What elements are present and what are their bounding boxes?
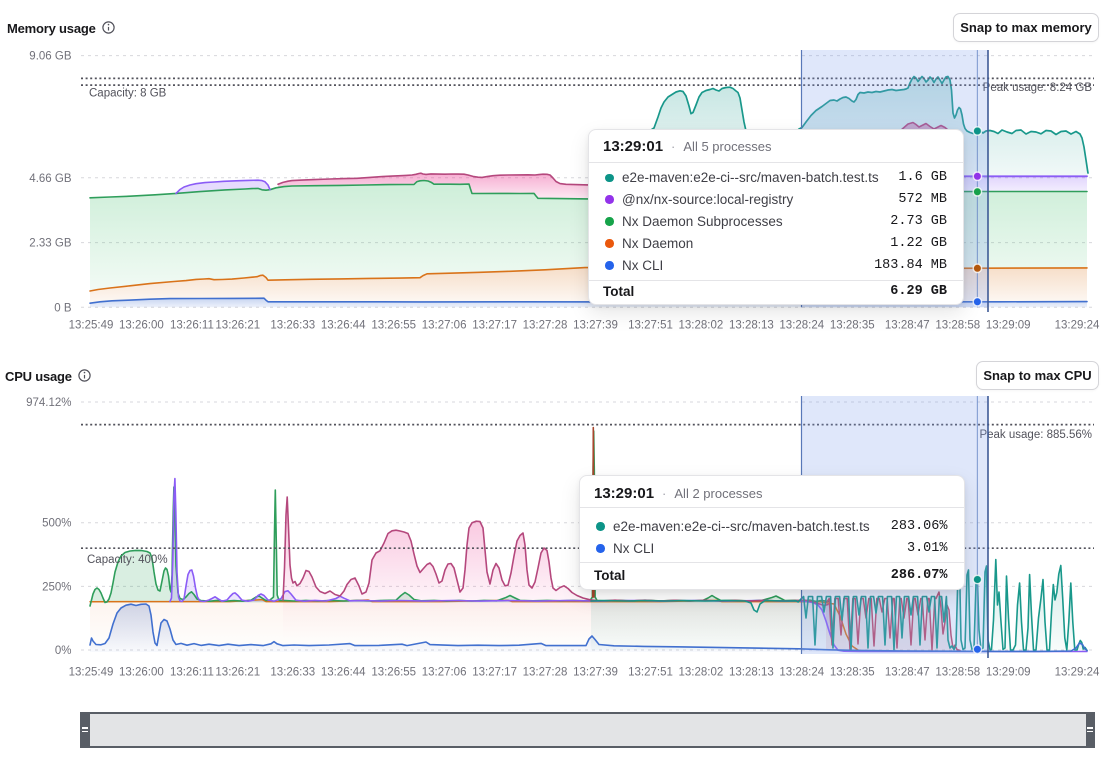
svg-text:13:28:13: 13:28:13 [729,667,774,679]
svg-text:13:26:44: 13:26:44 [321,667,366,679]
svg-text:13:26:11: 13:26:11 [170,320,214,332]
svg-text:13:29:24: 13:29:24 [1055,667,1100,679]
svg-text:13:28:47: 13:28:47 [885,667,930,679]
svg-text:974.12%: 974.12% [26,397,71,409]
svg-text:Peak usage: 885.56%: Peak usage: 885.56% [979,429,1092,441]
svg-text:13:29:09: 13:29:09 [986,320,1031,332]
svg-text:13:28:35: 13:28:35 [830,320,875,332]
svg-text:13:28:47: 13:28:47 [885,320,930,332]
svg-text:13:27:06: 13:27:06 [422,667,467,679]
svg-text:13:27:28: 13:27:28 [523,320,568,332]
svg-text:13:27:39: 13:27:39 [573,320,618,332]
svg-text:13:26:33: 13:26:33 [270,320,315,332]
svg-text:13:25:49: 13:25:49 [69,667,114,679]
svg-text:13:29:09: 13:29:09 [986,667,1031,679]
svg-text:13:26:21: 13:26:21 [215,667,260,679]
svg-text:4.66 GB: 4.66 GB [29,173,72,185]
svg-text:13:28:02: 13:28:02 [679,320,724,332]
svg-text:250%: 250% [42,581,71,593]
svg-text:0%: 0% [55,645,72,657]
svg-text:13:27:17: 13:27:17 [472,667,517,679]
svg-text:13:28:24: 13:28:24 [779,320,824,332]
svg-text:13:25:49: 13:25:49 [69,320,114,332]
svg-text:13:26:00: 13:26:00 [119,667,164,679]
svg-text:13:26:44: 13:26:44 [321,320,366,332]
svg-text:13:29:24: 13:29:24 [1055,320,1100,332]
svg-text:13:27:39: 13:27:39 [573,667,618,679]
svg-text:13:26:55: 13:26:55 [371,667,416,679]
svg-text:13:28:58: 13:28:58 [935,320,980,332]
svg-text:Capacity: 8 GB: Capacity: 8 GB [89,88,167,100]
svg-text:13:26:00: 13:26:00 [119,320,164,332]
svg-text:13:26:21: 13:26:21 [215,320,260,332]
svg-text:13:28:24: 13:28:24 [779,667,824,679]
svg-text:9.06 GB: 9.06 GB [29,51,72,63]
svg-text:13:27:17: 13:27:17 [472,320,517,332]
svg-text:Capacity: 400%: Capacity: 400% [87,554,168,566]
svg-text:13:26:11: 13:26:11 [170,667,214,679]
svg-text:13:27:51: 13:27:51 [628,320,673,332]
svg-text:2.33 GB: 2.33 GB [29,238,72,250]
svg-text:13:28:13: 13:28:13 [729,320,774,332]
svg-text:Peak usage: 8.24 GB: Peak usage: 8.24 GB [983,82,1093,94]
svg-text:13:28:35: 13:28:35 [830,667,875,679]
svg-text:13:27:51: 13:27:51 [628,667,673,679]
svg-text:0 B: 0 B [54,302,72,314]
svg-text:13:26:55: 13:26:55 [371,320,416,332]
svg-text:500%: 500% [42,518,71,530]
svg-text:13:28:58: 13:28:58 [935,667,980,679]
svg-text:13:27:28: 13:27:28 [523,667,568,679]
svg-text:13:27:06: 13:27:06 [422,320,467,332]
svg-text:13:28:02: 13:28:02 [679,667,724,679]
svg-text:13:26:33: 13:26:33 [270,667,315,679]
